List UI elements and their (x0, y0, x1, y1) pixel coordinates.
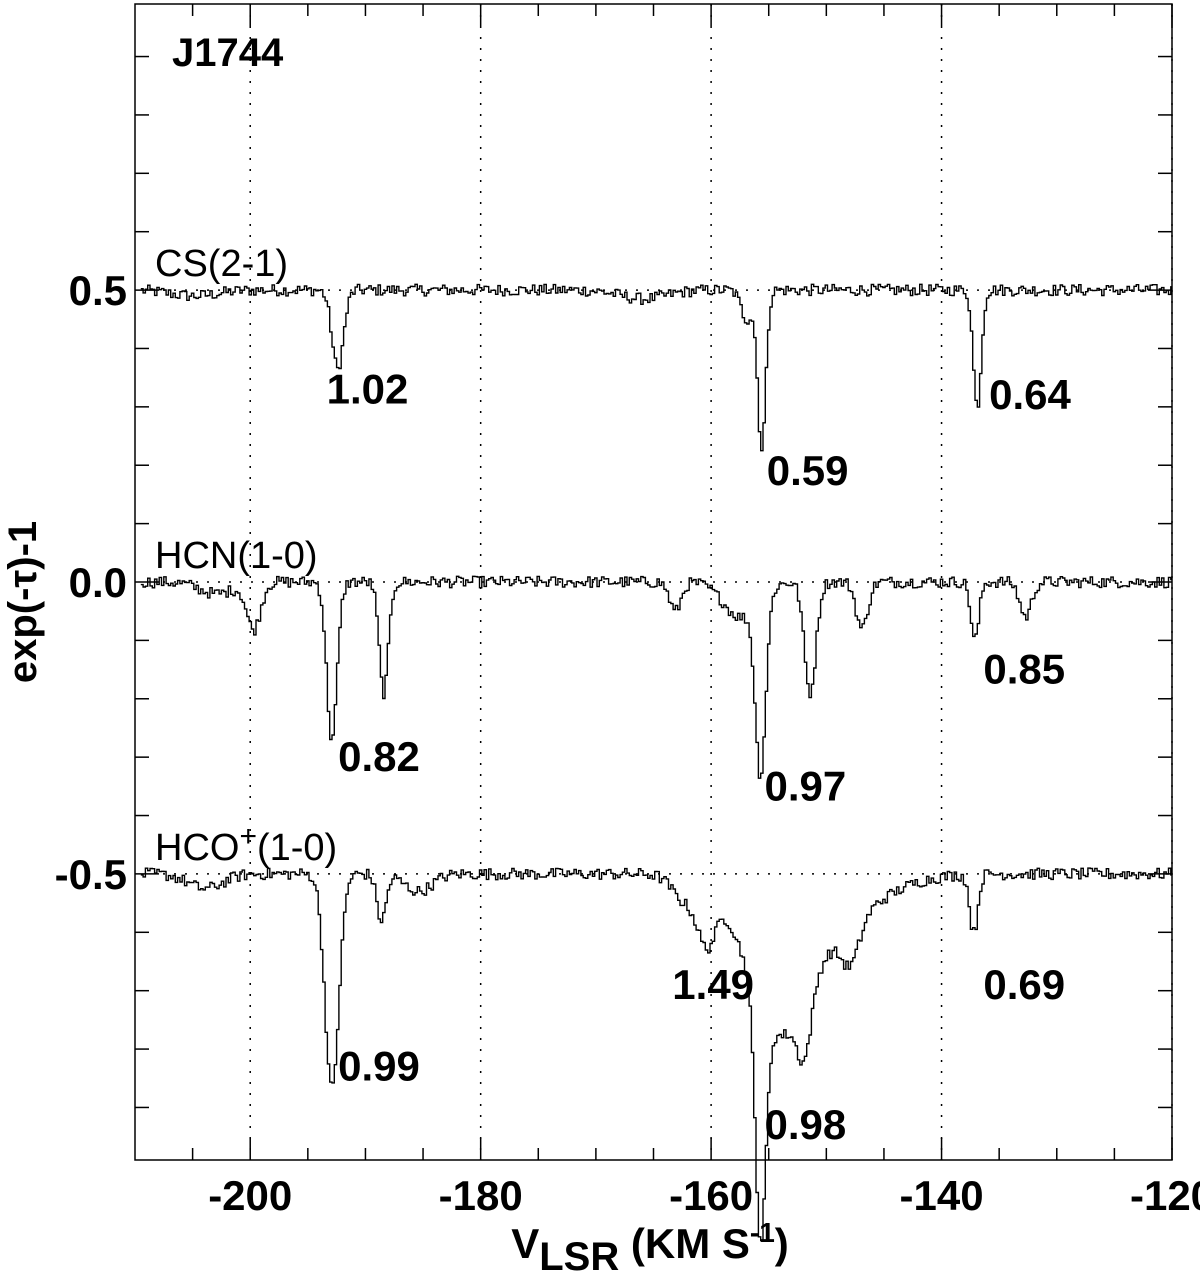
spectra-series (140, 283, 1172, 1242)
x-axis-label-sub: LSR (539, 1235, 619, 1279)
series-name-sup-2: + (239, 820, 257, 853)
series-name-main-1: HCN(1-0) (155, 535, 318, 577)
series-name-main-2: HCO (155, 827, 239, 869)
peak-label-0-2: 0.64 (989, 371, 1071, 418)
peak-label-2-0: 1.49 (672, 961, 754, 1008)
peak-label-1-2: 0.85 (983, 646, 1065, 693)
x-tick-label-2: -160 (669, 1172, 753, 1219)
peak-label-0-1: 0.59 (767, 447, 849, 494)
chart-labels: -200 -180 -160 -140 -120 0.5 0.0 -0.5 CS(2-1) 1.0… (55, 243, 1200, 1219)
y-tick-label-2: -0.5 (55, 851, 127, 898)
x-axis-label: VLSR (KM S-1) (511, 1217, 789, 1279)
x-tick-label-3: -140 (900, 1172, 984, 1219)
x-tick-label-4: -120 (1130, 1172, 1200, 1219)
series-name-label-0: CS(2-1) (155, 243, 288, 285)
peak-label-2-3: 0.69 (983, 961, 1065, 1008)
axis-ticks (135, 4, 1173, 1160)
peak-label-1-1: 0.97 (764, 762, 846, 809)
spectrum-line-1 (140, 575, 1172, 779)
x-axis-label-close: ) (775, 1220, 789, 1267)
x-axis-label-main: V (511, 1220, 539, 1267)
y-axis-label: exp(-τ)-1 (1, 521, 45, 683)
peak-label-0-0: 1.02 (327, 365, 409, 412)
series-name-main-0: CS(2-1) (155, 243, 288, 285)
x-axis-label-sup: -1 (750, 1217, 775, 1248)
series-name-tail-2: (1-0) (257, 827, 337, 869)
panel-title: J1744 (172, 31, 284, 75)
series-name-label-1: HCN(1-0) (155, 535, 318, 577)
peak-label-1-0: 0.82 (338, 733, 420, 780)
y-tick-label-1: 0.0 (69, 559, 127, 606)
x-tick-label-0: -200 (208, 1172, 292, 1219)
peak-label-2-1: 0.99 (338, 1043, 420, 1090)
spectrum-line-0 (140, 283, 1172, 452)
x-tick-label-1: -180 (439, 1172, 523, 1219)
x-axis-label-units: (KM S (619, 1220, 750, 1267)
spectrum-line-2 (140, 867, 1172, 1242)
series-name-label-2: HCO+(1-0) (155, 820, 337, 869)
y-tick-label-0: 0.5 (69, 267, 127, 314)
peak-label-2-2: 0.98 (764, 1101, 846, 1148)
